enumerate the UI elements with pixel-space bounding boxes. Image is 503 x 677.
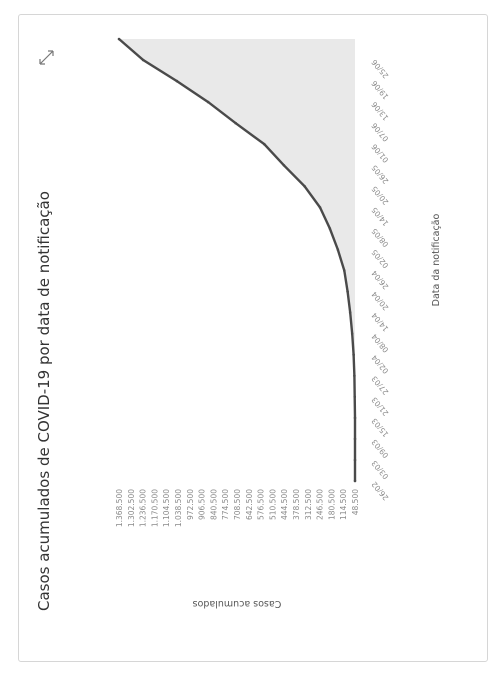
data-point	[353, 395, 357, 399]
x-tick-label: 19/06	[369, 79, 390, 102]
x-tick-label: 01/06	[369, 142, 390, 165]
x-tick-label: 26/05	[369, 163, 390, 186]
x-tick-label: 13/06	[369, 100, 390, 123]
x-tick-label: 02/04	[369, 353, 390, 376]
series-area	[119, 39, 355, 481]
data-point	[352, 353, 355, 356]
data-point	[348, 311, 352, 314]
y-tick-label: 1.302.500	[127, 489, 136, 527]
x-tick-label: 08/04	[369, 332, 390, 355]
y-tick-label: 840.500	[209, 489, 218, 520]
y-tick-label: 114.500	[339, 489, 348, 520]
data-point	[353, 458, 357, 462]
x-tick-label: 21/03	[369, 395, 390, 418]
x-tick-label: 02/05	[369, 247, 390, 270]
data-point	[343, 269, 346, 272]
x-tick-label: 26/02	[369, 480, 390, 503]
y-tick-label: 48.500	[351, 489, 360, 515]
y-tick-label: 774.500	[221, 489, 230, 520]
x-tick-label: 09/03	[369, 437, 390, 460]
y-tick-label: 1.170.500	[150, 489, 159, 527]
y-tick-label: 510.500	[268, 489, 277, 520]
y-tick-label: 444.500	[280, 489, 289, 520]
x-tick-label: 20/05	[369, 184, 390, 207]
series-line	[118, 38, 357, 481]
data-point	[303, 184, 306, 188]
y-tick-label: 246.500	[316, 489, 325, 520]
x-tick-label: 15/03	[369, 416, 390, 439]
y-tick-label: 180.500	[327, 489, 336, 520]
data-point	[353, 437, 357, 441]
chart-card: Casos acumulados de COVID-19 por data de…	[18, 14, 488, 662]
chart-title: Casos acumulados de COVID-19 por data de…	[35, 191, 53, 611]
x-axis-title: Data da notificação	[431, 213, 442, 306]
expand-icon[interactable]	[39, 50, 54, 65]
x-tick-label: 03/03	[369, 458, 390, 481]
y-tick-label: 1.104.500	[162, 489, 171, 527]
y-tick-label: 708.500	[233, 489, 242, 520]
data-point	[282, 163, 286, 167]
y-tick-label: 378.500	[292, 489, 301, 520]
y-tick-label: 1.038.500	[174, 489, 183, 527]
data-point	[318, 206, 322, 209]
data-point	[141, 58, 145, 62]
data-point	[353, 416, 357, 420]
data-point	[206, 100, 210, 104]
x-tick-label: 14/05	[369, 205, 390, 228]
data-point	[353, 479, 357, 483]
x-tick-label: 26/04	[369, 269, 390, 292]
y-tick-label: 906.500	[198, 489, 207, 520]
data-point	[328, 227, 332, 230]
x-tick-label: 25/06	[369, 58, 390, 81]
data-point	[336, 248, 340, 251]
x-tick-label: 08/05	[369, 226, 390, 249]
y-axis-title: Casos acumulados	[193, 598, 282, 609]
y-tick-label: 1.368.500	[115, 489, 124, 527]
x-tick-label: 20/04	[369, 290, 390, 313]
data-point	[346, 290, 349, 293]
y-tick-label: 576.500	[257, 489, 266, 520]
y-tick-label: 642.500	[245, 489, 254, 520]
data-point	[175, 79, 179, 83]
data-point	[353, 374, 356, 378]
x-tick-label: 14/04	[369, 311, 390, 334]
y-tick-label: 312.500	[304, 489, 313, 520]
x-tick-label: 27/03	[369, 374, 390, 397]
data-point	[263, 142, 266, 146]
chart: Casos acumulados de COVID-19 por data de…	[35, 37, 442, 611]
y-tick-label: 972.500	[186, 489, 195, 520]
y-tick-label: 1.236.500	[139, 489, 148, 527]
x-tick-label: 07/06	[369, 121, 390, 144]
data-point	[117, 37, 121, 41]
data-point	[350, 332, 354, 335]
data-point	[234, 121, 237, 125]
